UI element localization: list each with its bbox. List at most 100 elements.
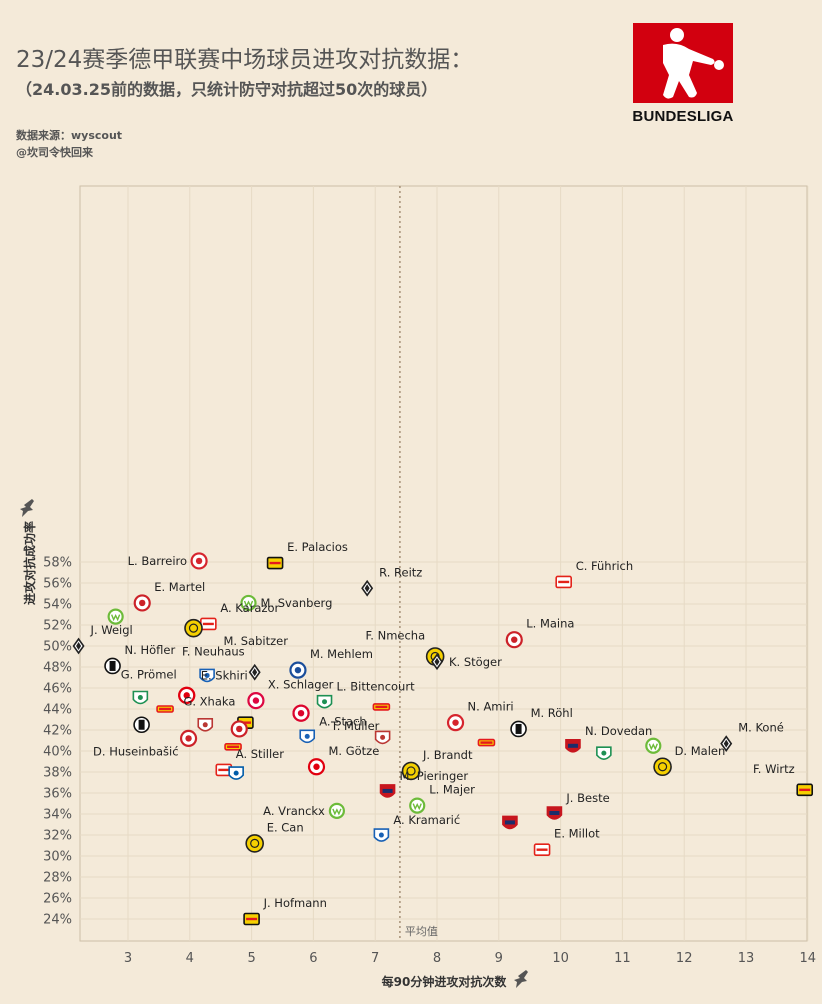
pin-icon[interactable] xyxy=(514,970,528,988)
point-label: F. Neuhaus xyxy=(182,644,245,658)
point-label: M. Röhl xyxy=(531,706,573,720)
club-badge-point[interactable] xyxy=(240,594,257,612)
x-tick-label: 9 xyxy=(495,951,503,966)
club-badge-point[interactable] xyxy=(104,657,121,675)
club-badge-point[interactable] xyxy=(199,668,215,683)
club-badge-point[interactable] xyxy=(243,912,260,926)
club-badge-point[interactable] xyxy=(328,802,345,819)
club-badge-point[interactable] xyxy=(292,704,310,722)
club-badge-point[interactable] xyxy=(431,653,443,671)
club-badge-point[interactable] xyxy=(502,815,518,830)
club-badge-point[interactable] xyxy=(565,739,581,753)
point-label: E. Palacios xyxy=(287,540,348,554)
point-label: D. Huseinbašić xyxy=(93,744,179,758)
x-tick-label: 8 xyxy=(433,951,441,966)
point-label: A. Karazor xyxy=(220,601,279,615)
point-label: N. Dovedan xyxy=(585,724,652,738)
point-label: C. Führich xyxy=(576,559,633,573)
club-badge-point[interactable] xyxy=(510,720,527,738)
point-label: N. Amiri xyxy=(468,700,514,714)
club-badge-point[interactable] xyxy=(72,637,85,655)
club-badge-point[interactable] xyxy=(505,631,523,649)
club-badge-point[interactable] xyxy=(179,729,198,748)
chart-subtitle: （24.03.25前的数据，只统计防守对抗超过50次的球员） xyxy=(16,80,438,99)
club-badge-point[interactable] xyxy=(379,784,396,798)
club-badge-point[interactable] xyxy=(796,783,814,797)
pin-icon[interactable] xyxy=(20,499,34,517)
y-tick-label: 36% xyxy=(43,787,72,802)
club-badge-point[interactable] xyxy=(289,661,307,679)
club-badge-point[interactable] xyxy=(316,694,333,709)
club-badge-point[interactable] xyxy=(230,720,248,738)
point-label: F. Wirtz xyxy=(753,762,795,776)
club-badge-point[interactable] xyxy=(409,797,426,814)
club-badge-point[interactable] xyxy=(373,828,390,842)
club-badge-point[interactable] xyxy=(190,552,208,570)
x-tick-label: 7 xyxy=(371,951,379,966)
y-tick-label: 50% xyxy=(43,640,72,655)
y-tick-label: 24% xyxy=(43,913,72,928)
club-badge-point[interactable] xyxy=(401,761,421,781)
point-label: E. Can xyxy=(267,820,304,834)
club-badge-point[interactable] xyxy=(555,575,572,589)
x-tick-label: 5 xyxy=(247,951,255,966)
club-badge-point[interactable] xyxy=(477,738,496,747)
club-badge-point[interactable] xyxy=(533,843,551,857)
club-badge-point[interactable] xyxy=(374,730,391,745)
club-badge-point[interactable] xyxy=(132,690,149,705)
club-badge-point[interactable] xyxy=(645,737,662,754)
author-handle: @坎司令快回来 xyxy=(16,146,93,159)
y-axis-title: 进攻对抗成功率 xyxy=(22,521,37,605)
y-tick-label: 40% xyxy=(43,745,72,760)
club-badge-point[interactable] xyxy=(307,758,326,776)
point-label: A. Stiller xyxy=(236,747,284,761)
club-badge-point[interactable] xyxy=(133,716,150,734)
club-badge-point[interactable] xyxy=(361,579,374,597)
club-badge-point[interactable] xyxy=(200,617,217,631)
point-label: M. Sabitzer xyxy=(224,634,289,648)
club-badge-point[interactable] xyxy=(245,834,264,853)
y-tick-label: 52% xyxy=(43,619,72,634)
y-tick-label: 48% xyxy=(43,661,72,676)
club-badge-point[interactable] xyxy=(446,714,465,732)
club-badge-point[interactable] xyxy=(156,705,174,713)
y-tick-label: 56% xyxy=(43,577,72,592)
club-badge-point[interactable] xyxy=(596,746,612,760)
y-tick-label: 58% xyxy=(43,556,72,571)
x-tick-label: 11 xyxy=(614,951,631,966)
club-badge-point[interactable] xyxy=(197,718,214,732)
club-badge-point[interactable] xyxy=(133,594,151,612)
y-tick-label: 26% xyxy=(43,892,72,907)
x-tick-label: 6 xyxy=(309,951,317,966)
point-label: L. Barreiro xyxy=(128,554,187,568)
club-badge-point[interactable] xyxy=(228,766,244,780)
point-label: E. Martel xyxy=(154,580,205,594)
club-badge-point[interactable] xyxy=(266,556,284,570)
point-label: G. Xhaka xyxy=(183,695,235,709)
bundesliga-wordmark: BUNDESLIGA xyxy=(632,108,734,125)
club-badge-point[interactable] xyxy=(224,742,242,751)
y-tick-label: 30% xyxy=(43,850,72,865)
grid-lines xyxy=(80,186,809,941)
club-badge-point[interactable] xyxy=(247,691,265,710)
club-badge-point[interactable] xyxy=(653,757,672,777)
club-badge-point[interactable] xyxy=(720,735,733,753)
point-label: A. Vranckx xyxy=(263,804,325,818)
club-badge-point[interactable] xyxy=(372,703,391,711)
point-label: J. Weigl xyxy=(90,623,133,637)
club-badge-point[interactable] xyxy=(299,729,316,744)
plot-frame xyxy=(79,185,808,942)
club-badge-point[interactable] xyxy=(248,663,261,681)
club-badge-point[interactable] xyxy=(178,686,196,704)
point-label: L. Majer xyxy=(429,783,475,797)
point-label: E. Millot xyxy=(554,827,600,841)
club-badge-point[interactable] xyxy=(184,618,203,638)
x-axis-ticks: 3 4 5 6 7 8 9 10 11 12 13 14 xyxy=(124,951,816,966)
club-badge-point[interactable] xyxy=(546,806,563,820)
y-axis-ticks: 24% 26% 28% 30% 32% 34% 36% 38% 40% 42% 44% 46% 48% 5… xyxy=(43,556,72,928)
y-tick-label: 46% xyxy=(43,682,72,697)
point-label: J. Brandt xyxy=(422,748,473,762)
club-badge-point[interactable] xyxy=(107,608,124,625)
point-label: A. Stach xyxy=(319,714,366,728)
point-label: M. Mehlem xyxy=(310,647,373,661)
